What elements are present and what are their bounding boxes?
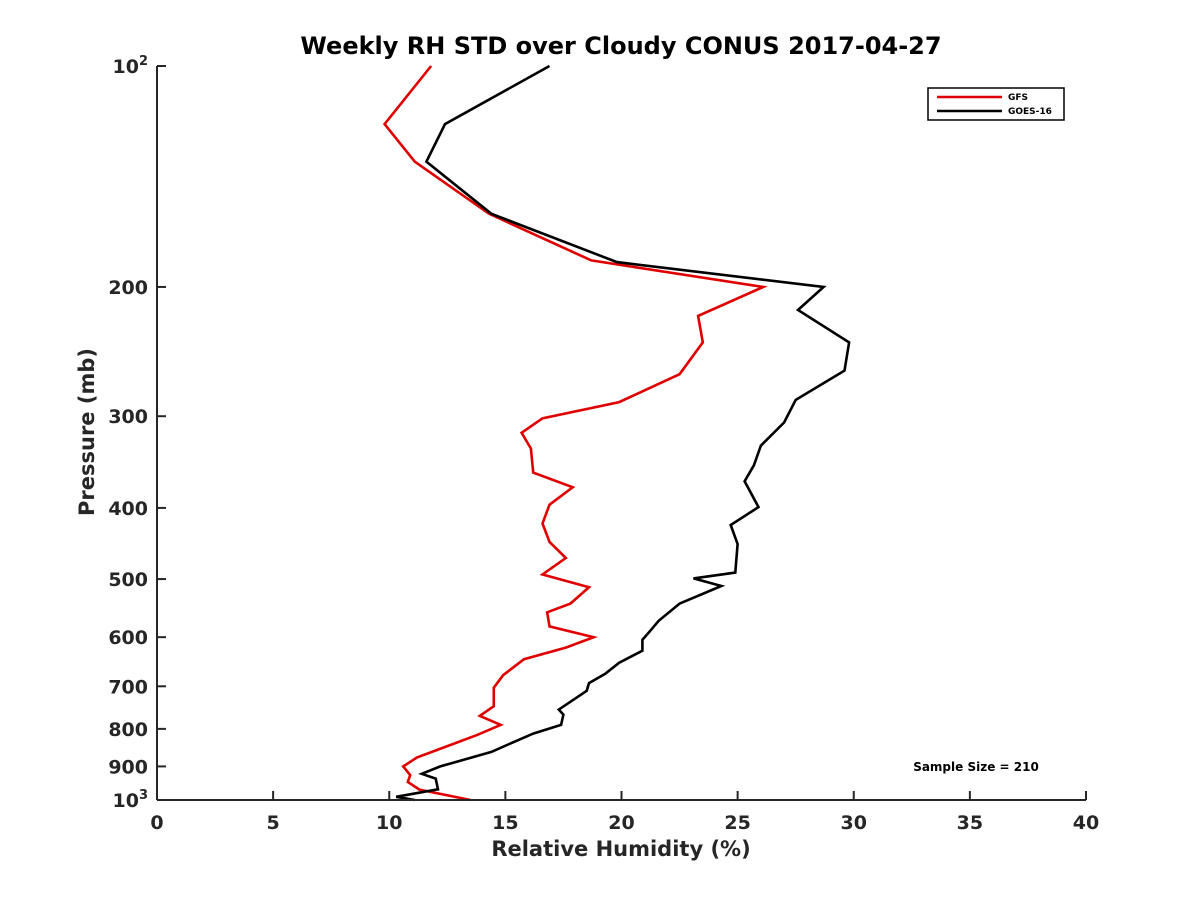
sample-size-annotation: Sample Size = 210 [913,760,1039,774]
x-tick-labels: 0 5 10 15 20 25 30 35 40 [150,812,1099,834]
y-tick-labels: 102 200 300 400 500 600 700 800 900 103 [108,54,148,812]
y-tick-label: 300 [108,406,148,428]
y-tick-label: 103 [113,788,149,812]
x-tick-label: 10 [376,812,402,834]
series-line-goes-16 [395,64,851,802]
x-tick-label: 30 [841,812,867,834]
x-tick-label: 0 [150,812,163,834]
tick-marks [156,65,1087,801]
x-tick-label: 40 [1073,812,1099,834]
x-tick-label: 15 [492,812,518,834]
y-axis-label: Pressure (mb) [75,348,99,516]
y-tick-label: 900 [108,756,148,778]
legend-box [927,87,1065,121]
y-tick-label: 800 [108,719,148,741]
chart-title: Weekly RH STD over Cloudy CONUS 2017-04-… [300,32,941,60]
y-tick-label: 102 [113,54,149,78]
y-tick-label: 500 [108,569,148,591]
x-tick-label: 25 [724,812,750,834]
legend-label-gfs: GFS [1008,93,1028,103]
y-tick-label: 600 [108,627,148,649]
legend-label-goes-16: GOES-16 [1008,107,1052,117]
x-tick-label: 35 [957,812,983,834]
axes [156,66,1086,801]
legend: GFS GOES-16 [927,87,1065,121]
x-axis-label: Relative Humidity (%) [491,837,750,861]
y-tick-label: 700 [108,676,148,698]
plot-area [382,64,851,802]
x-tick-label: 20 [608,812,634,834]
y-tick-label: 400 [108,498,148,520]
y-tick-label: 200 [108,277,148,299]
series-line-gfs [382,65,768,802]
x-tick-label: 5 [267,812,280,834]
